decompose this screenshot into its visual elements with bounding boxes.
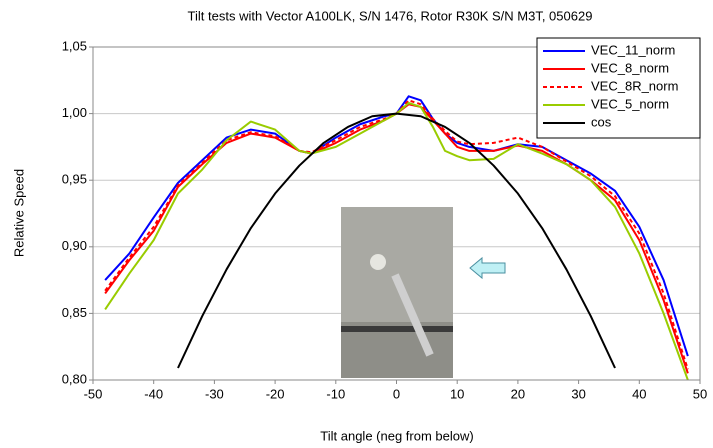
- x-tick-label: -50: [84, 386, 103, 401]
- legend-label: VEC_5_norm: [591, 96, 669, 111]
- legend-label: VEC_8_norm: [591, 60, 669, 75]
- series-line: [104, 95, 689, 357]
- plot-frame: [92, 46, 701, 381]
- y-tick-label: 0,95: [62, 172, 87, 187]
- x-tick-label: -10: [326, 386, 345, 401]
- series-line: [177, 112, 616, 369]
- y-axis-title: Relative Speed: [11, 169, 26, 257]
- x-tick-label: 40: [632, 386, 646, 401]
- photo-edge: [341, 326, 453, 332]
- arrow: [469, 256, 506, 280]
- photo-wall: [341, 207, 453, 322]
- legend-label: VEC_11_norm: [591, 42, 675, 57]
- y-tick-label: 0,80: [62, 371, 87, 386]
- x-tick-label: -20: [266, 386, 285, 401]
- photo-anemometer: [391, 273, 434, 357]
- y-tick-label: 1,00: [62, 105, 87, 120]
- x-axis-title: Tilt angle (neg from below): [320, 428, 473, 443]
- legend-label: cos: [591, 114, 612, 129]
- x-tick-label: -40: [144, 386, 163, 401]
- legend-label: VEC_8R_norm: [591, 78, 678, 93]
- y-tick-label: 1,05: [62, 38, 87, 53]
- y-tick-label: 0,90: [62, 238, 87, 253]
- x-tick-label: 30: [571, 386, 585, 401]
- x-tick-label: 20: [511, 386, 525, 401]
- chart-title: Tilt tests with Vector A100LK, S/N 1476,…: [188, 8, 593, 23]
- y-tick-label: 0,85: [62, 305, 87, 320]
- x-tick-label: 10: [450, 386, 464, 401]
- x-tick-label: -30: [205, 386, 224, 401]
- series-line: [104, 101, 689, 380]
- series-line: [104, 99, 689, 370]
- x-tick-label: 0: [393, 386, 400, 401]
- x-tick-label: 50: [693, 386, 707, 401]
- photo-cup: [370, 254, 386, 270]
